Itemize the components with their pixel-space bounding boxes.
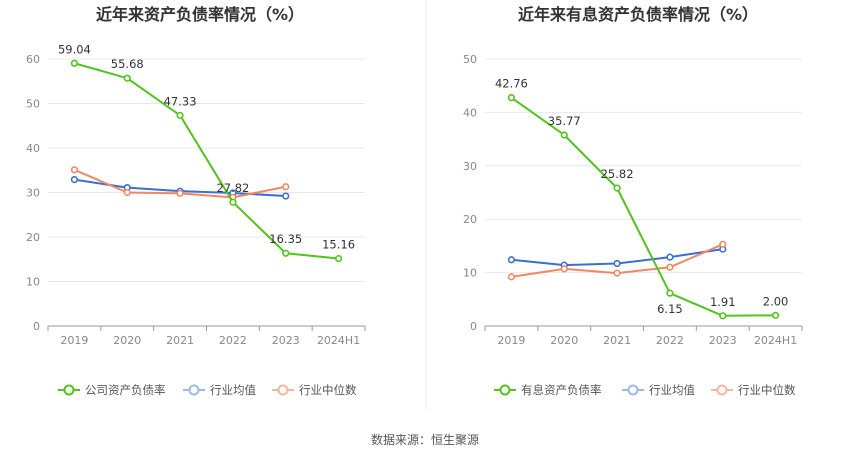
legend-entry: 行业均值 [649, 383, 695, 397]
data-label: 42.76 [495, 77, 528, 91]
data-point [334, 254, 343, 263]
data-label: 2.00 [763, 294, 789, 308]
y-tick-label: 0 [33, 320, 40, 333]
chart-interest-debt-ratio: 近年来有息资产负债率情况（%） 0 10 20 30 40 50 2019 2020 2021 2… [463, 5, 803, 397]
data-point [282, 192, 290, 200]
data-label: 55.68 [111, 57, 144, 71]
x-tick-label: 2021 [603, 334, 631, 347]
y-tick-label: 30 [463, 160, 477, 173]
chart-title: 近年来有息资产负债率情况（%） [518, 5, 758, 24]
legend-entry: 公司资产负债率 [85, 383, 166, 397]
data-label: 15.16 [322, 238, 355, 252]
data-point [719, 240, 727, 248]
data-point [560, 131, 568, 139]
data-point [666, 253, 674, 261]
series-line [510, 96, 776, 317]
y-tick-label: 40 [463, 106, 477, 119]
y-tick-label: 30 [26, 187, 40, 200]
y-tick-label: 20 [463, 213, 477, 226]
x-tick-label: 2020 [550, 334, 578, 347]
y-tick-label: 50 [26, 98, 40, 111]
data-point [282, 249, 290, 257]
x-tick-label: 2022 [219, 334, 247, 347]
legend-marker-circle [627, 384, 639, 396]
data-point [560, 265, 568, 273]
data-point [507, 256, 516, 264]
data-point [70, 175, 79, 184]
y-tick-label: 40 [26, 142, 40, 155]
series-line [74, 62, 339, 260]
legend-marker-circle [716, 384, 728, 396]
data-point [70, 166, 79, 174]
data-label: 25.82 [601, 167, 634, 181]
data-point [229, 198, 237, 206]
data-point [123, 188, 131, 197]
data-label: 1.91 [710, 295, 736, 309]
x-tick-label: 2023 [272, 334, 300, 347]
data-point [771, 311, 780, 319]
data-label: 16.35 [269, 232, 302, 246]
data-point [666, 263, 674, 271]
source-note: 数据来源：恒生聚源 [371, 432, 479, 447]
data-point [507, 273, 516, 281]
data-point [666, 289, 674, 297]
data-point [176, 111, 184, 119]
y-tick-label: 10 [26, 276, 40, 289]
legend-marker-circle [499, 384, 511, 396]
data-point [123, 74, 131, 82]
x-tick-label: 2024H1 [317, 334, 360, 347]
legend-entry: 行业中位数 [299, 383, 357, 397]
legend-entry: 行业中位数 [738, 383, 796, 397]
chart-debt-ratio: 近年来资产负债率情况（%） 0 10 20 30 40 50 60 2019 2020 2021 2… [26, 5, 366, 397]
y-tick-label: 10 [463, 267, 477, 280]
x-tick-label: 2019 [497, 334, 525, 347]
legend-marker-circle [188, 384, 200, 396]
data-label: 35.77 [548, 114, 581, 128]
legend-marker-circle [277, 384, 289, 396]
legend-marker-circle [63, 384, 75, 396]
data-label: 6.15 [657, 302, 683, 316]
x-tick-label: 2021 [166, 334, 194, 347]
x-tick-label: 2020 [113, 334, 141, 347]
data-label: 47.33 [164, 94, 197, 108]
data-point [176, 189, 184, 197]
chart-title: 近年来资产负债率情况（%） [96, 5, 304, 24]
x-tick-label: 2024H1 [754, 334, 797, 347]
y-tick-label: 50 [463, 53, 477, 66]
y-tick-label: 60 [26, 53, 40, 66]
data-label: 27.82 [216, 181, 249, 195]
data-point [613, 184, 621, 192]
data-point [613, 269, 621, 277]
data-point [282, 183, 290, 191]
legend-entry: 有息资产负债率 [521, 383, 602, 397]
x-tick-label: 2022 [656, 334, 684, 347]
data-point [70, 59, 79, 67]
data-point [507, 94, 516, 102]
y-tick-label: 0 [470, 320, 477, 333]
x-tick-label: 2023 [709, 334, 737, 347]
legend-entry: 行业均值 [210, 383, 256, 397]
y-tick-label: 20 [26, 231, 40, 244]
data-point [719, 312, 727, 320]
data-point [613, 259, 621, 268]
x-tick-label: 2019 [60, 334, 88, 347]
data-label: 59.04 [58, 42, 91, 56]
